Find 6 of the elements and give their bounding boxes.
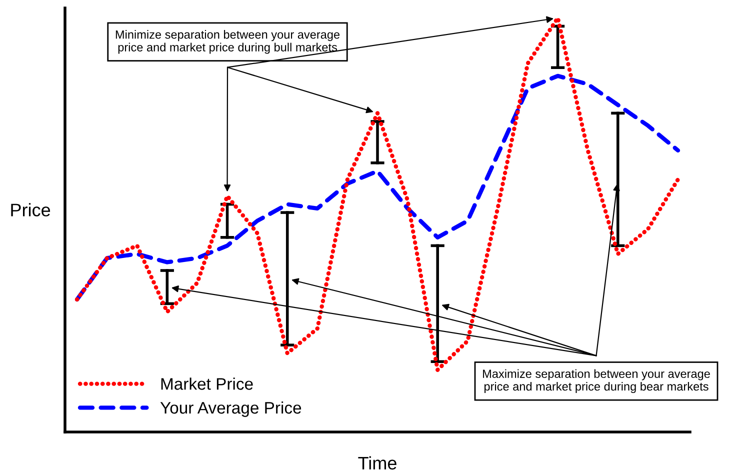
y-axis-title: Price [11, 203, 50, 216]
legend-label: Your Average Price [160, 401, 302, 417]
annotation: Minimize separation between your average price and market price during bull markets [116, 30, 340, 54]
x-axis-title: Time [358, 456, 396, 470]
legend-label: Market Price [161, 378, 253, 390]
annotation: Maximize separation between your average price and market price during bear markets [483, 369, 710, 393]
